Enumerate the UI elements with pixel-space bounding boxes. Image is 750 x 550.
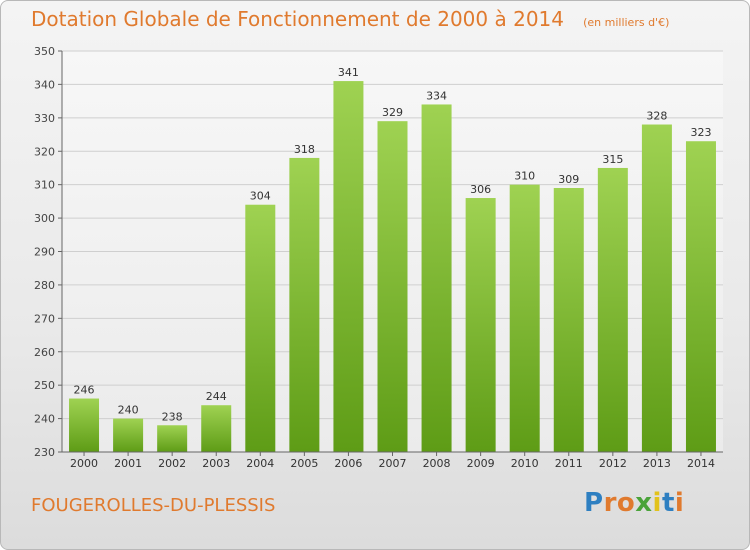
data-label: 244 (206, 390, 227, 403)
x-tick-label: 2009 (467, 457, 495, 470)
chart-title-row: Dotation Globale de Fonctionnement de 20… (31, 7, 669, 31)
y-tick-label: 240 (34, 413, 55, 426)
y-tick-label: 230 (34, 446, 55, 459)
bar (465, 198, 496, 452)
data-label: 334 (426, 89, 447, 102)
y-tick-label: 260 (34, 346, 55, 359)
data-label: 323 (690, 126, 711, 139)
logo-letter: t (661, 488, 675, 518)
data-label: 240 (118, 404, 139, 417)
data-label: 318 (294, 143, 315, 156)
data-label: 310 (514, 170, 535, 183)
commune-name: FOUGEROLLES-DU-PLESSIS (31, 495, 276, 516)
data-label: 329 (382, 106, 403, 119)
x-tick-label: 2005 (290, 457, 318, 470)
y-tick-label: 290 (34, 246, 55, 259)
data-label: 238 (162, 410, 183, 423)
bar (377, 121, 408, 453)
chart-title: Dotation Globale de Fonctionnement de 20… (31, 7, 564, 31)
x-tick-label: 2012 (599, 457, 627, 470)
unit-note: (en milliers d'€) (583, 16, 670, 29)
data-label: 315 (602, 153, 623, 166)
x-tick-label: 2006 (334, 457, 362, 470)
y-tick-label: 270 (34, 312, 55, 325)
x-tick-label: 2001 (114, 457, 142, 470)
y-tick-label: 320 (34, 145, 55, 158)
x-tick-label: 2013 (643, 457, 671, 470)
x-tick-label: 2014 (687, 457, 715, 470)
y-tick-label: 300 (34, 212, 55, 225)
x-tick-label: 2000 (70, 457, 98, 470)
bar (597, 167, 628, 453)
x-tick-label: 2002 (158, 457, 186, 470)
bar (69, 398, 100, 452)
y-tick-label: 250 (34, 379, 55, 392)
data-label: 306 (470, 183, 491, 196)
logo-letter: o (616, 488, 636, 518)
data-label: 309 (558, 173, 579, 186)
proxiti-logo: Proxiti (584, 488, 684, 518)
x-tick-label: 2004 (246, 457, 274, 470)
bar (289, 157, 320, 452)
logo-letter: i (652, 488, 662, 518)
x-tick-label: 2007 (379, 457, 407, 470)
bar (421, 104, 452, 452)
bar (641, 124, 672, 453)
bar (157, 425, 188, 452)
bar (201, 405, 232, 452)
bar (685, 141, 716, 452)
logo-letter: x (635, 488, 653, 518)
bar (245, 204, 276, 452)
bar (333, 81, 364, 452)
bar (113, 418, 144, 452)
data-label: 341 (338, 66, 359, 79)
logo-letter: P (584, 488, 604, 518)
y-tick-label: 340 (34, 78, 55, 91)
y-tick-label: 280 (34, 279, 55, 292)
x-tick-label: 2011 (555, 457, 583, 470)
data-label: 246 (74, 384, 95, 397)
bar (553, 188, 584, 452)
y-tick-label: 330 (34, 112, 55, 125)
x-tick-label: 2003 (202, 457, 230, 470)
data-label: 304 (250, 190, 271, 203)
data-label: 328 (646, 110, 667, 123)
x-tick-label: 2008 (423, 457, 451, 470)
x-tick-label: 2010 (511, 457, 539, 470)
bar (509, 184, 540, 452)
logo-letter: r (603, 488, 617, 518)
logo-letter: i (674, 488, 685, 518)
y-tick-label: 350 (34, 45, 55, 58)
y-tick-label: 310 (34, 179, 55, 192)
